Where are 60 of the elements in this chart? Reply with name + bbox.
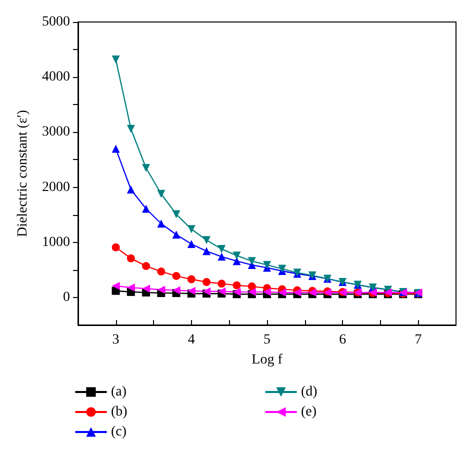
point [142, 284, 150, 293]
point [248, 282, 256, 290]
point [263, 260, 271, 269]
x-axis-title: Log f [252, 352, 283, 368]
x-tick-label: 6 [339, 332, 346, 348]
point [112, 243, 120, 252]
point [232, 281, 241, 290]
point [202, 236, 211, 244]
point [112, 55, 120, 64]
point [157, 286, 166, 294]
legend-label: (a) [111, 384, 127, 400]
point [202, 287, 211, 296]
point [218, 280, 226, 288]
x-tick-label: 7 [414, 332, 422, 348]
point [218, 244, 226, 253]
point [202, 247, 211, 256]
point [126, 254, 135, 262]
y-tick-label: 3000 [42, 124, 70, 140]
x-tick-label: 5 [264, 332, 270, 348]
x-tick-label: 3 [112, 332, 120, 348]
legend-label: (b) [111, 404, 128, 420]
point [187, 286, 196, 295]
point [232, 257, 241, 266]
point [248, 288, 256, 296]
legend-label: (e) [301, 404, 317, 420]
point [112, 282, 120, 290]
y-tick-label: 1000 [42, 234, 70, 250]
point [142, 204, 150, 213]
point [172, 286, 180, 294]
point [232, 288, 241, 296]
point [142, 164, 150, 172]
point [248, 257, 256, 266]
point [187, 240, 196, 248]
point [157, 268, 166, 276]
point [126, 185, 135, 194]
point [278, 264, 286, 273]
y-axis-title: Dielectric constant (ε′) [16, 110, 30, 238]
legend-label: (d) [301, 384, 318, 400]
point [187, 275, 196, 284]
x-tick-label: 4 [188, 332, 195, 348]
point [172, 230, 180, 239]
point [172, 272, 180, 280]
point [112, 144, 120, 153]
point [187, 225, 196, 234]
point [232, 252, 241, 260]
y-tick-label: 4000 [42, 70, 70, 85]
point [218, 287, 226, 296]
point [157, 190, 166, 198]
point [126, 284, 135, 292]
legend-label: (c) [111, 424, 127, 440]
y-tick-label: 0 [63, 290, 70, 305]
point [202, 278, 211, 286]
point [218, 252, 226, 261]
point [157, 220, 166, 228]
point [172, 210, 180, 218]
point [263, 288, 271, 296]
point [142, 262, 150, 270]
point [126, 124, 135, 133]
y-tick-label: 5000 [42, 14, 70, 30]
y-tick-label: 2000 [42, 180, 70, 195]
